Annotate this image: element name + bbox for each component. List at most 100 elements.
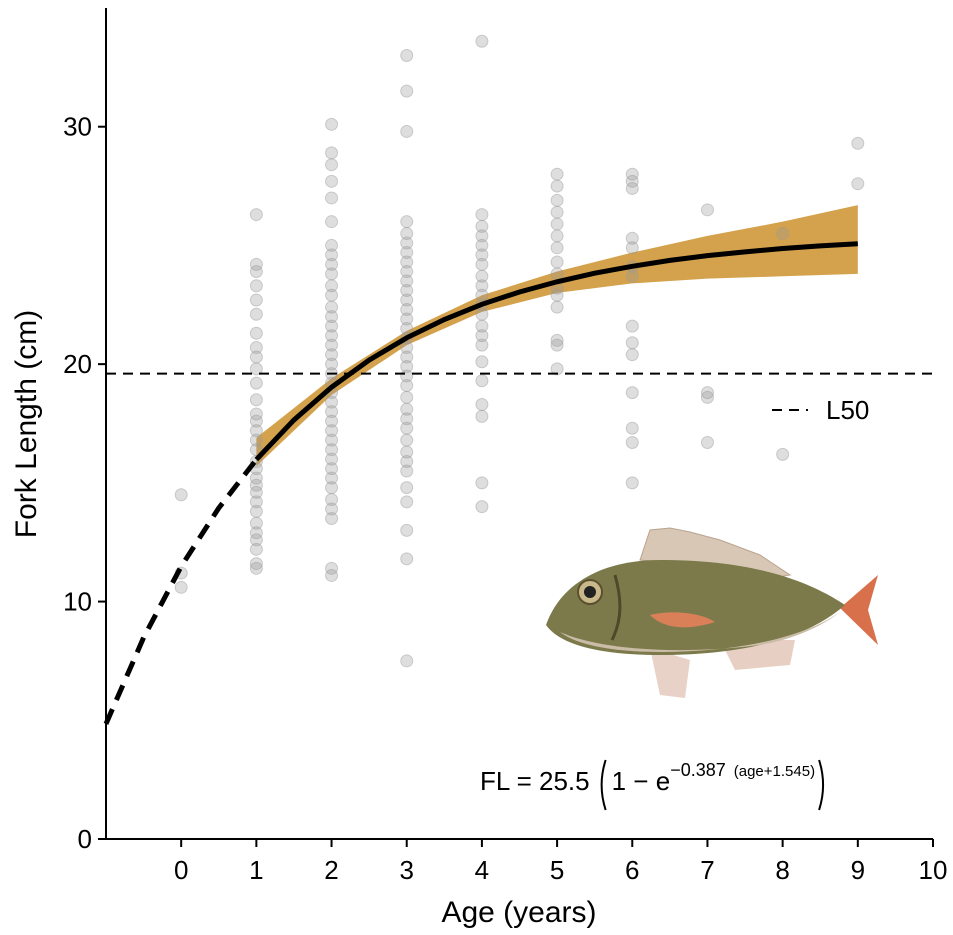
equation-lhs: FL = 25.5 <box>480 766 590 796</box>
data-point <box>401 85 413 97</box>
data-point <box>551 168 563 180</box>
x-tick-label: 7 <box>700 855 714 885</box>
data-point <box>551 256 563 268</box>
data-point <box>250 209 262 221</box>
data-point <box>476 501 488 513</box>
data-point <box>401 496 413 508</box>
data-point <box>626 387 638 399</box>
legend-label: L50 <box>826 395 869 425</box>
data-point <box>852 137 864 149</box>
plot-area: 0102030012345678910 <box>63 8 947 885</box>
data-point <box>401 465 413 477</box>
x-tick-label: 3 <box>399 855 413 885</box>
equation-base: 1 − e <box>612 766 671 796</box>
data-point <box>626 242 638 254</box>
data-point <box>401 216 413 228</box>
data-point <box>401 380 413 392</box>
data-point <box>401 49 413 61</box>
data-point <box>250 308 262 320</box>
fish-illustration <box>546 528 878 698</box>
y-tick-label: 20 <box>63 349 92 379</box>
data-point <box>250 505 262 517</box>
data-point <box>551 301 563 313</box>
data-point <box>326 569 338 581</box>
data-point <box>551 218 563 230</box>
data-point <box>852 178 864 190</box>
data-point <box>326 216 338 228</box>
data-point <box>476 209 488 221</box>
data-point <box>551 339 563 351</box>
x-tick-label: 5 <box>550 855 564 885</box>
data-point <box>250 543 262 555</box>
x-tick-label: 0 <box>174 855 188 885</box>
data-point <box>326 118 338 130</box>
data-point <box>626 349 638 361</box>
data-point <box>777 228 789 240</box>
data-point <box>326 175 338 187</box>
data-point <box>701 204 713 216</box>
data-point <box>626 477 638 489</box>
data-point <box>326 482 338 494</box>
data-point <box>701 436 713 448</box>
y-axis-label: Fork Length (cm) <box>10 310 43 538</box>
x-axis-label: Age (years) <box>441 896 596 929</box>
data-point <box>250 351 262 363</box>
x-tick-label: 8 <box>775 855 789 885</box>
data-point <box>326 268 338 280</box>
equation-paren <box>602 760 606 810</box>
x-tick-label: 9 <box>851 855 865 885</box>
y-tick-label: 0 <box>78 824 92 854</box>
equation: 1 − e−0.387 (age+1.545) <box>612 760 815 796</box>
data-point <box>476 477 488 489</box>
x-tick-label: 4 <box>475 855 489 885</box>
data-point <box>250 327 262 339</box>
data-point <box>476 308 488 320</box>
data-point <box>701 391 713 403</box>
data-point <box>326 159 338 171</box>
data-point <box>476 35 488 47</box>
data-point <box>401 391 413 403</box>
x-tick-label: 10 <box>919 855 948 885</box>
data-point <box>476 339 488 351</box>
data-point <box>551 268 563 280</box>
data-point <box>401 482 413 494</box>
equation-exponent: −0.387 <box>670 760 726 780</box>
data-point <box>551 206 563 218</box>
x-tick-label: 1 <box>249 855 263 885</box>
data-point <box>326 289 338 301</box>
data-point <box>626 270 638 282</box>
data-point <box>250 562 262 574</box>
data-point <box>175 489 187 501</box>
x-tick-label: 6 <box>625 855 639 885</box>
data-point <box>476 399 488 411</box>
x-tick-label: 2 <box>324 855 338 885</box>
data-point <box>626 182 638 194</box>
data-point <box>551 194 563 206</box>
data-point <box>326 147 338 159</box>
data-point <box>551 242 563 254</box>
data-point <box>476 356 488 368</box>
data-point <box>777 448 789 460</box>
data-point <box>401 434 413 446</box>
data-point <box>250 394 262 406</box>
data-point <box>551 230 563 242</box>
data-point <box>476 258 488 270</box>
data-point <box>626 337 638 349</box>
y-tick-label: 10 <box>63 587 92 617</box>
data-point <box>476 375 488 387</box>
data-point <box>326 192 338 204</box>
data-point <box>626 422 638 434</box>
data-point <box>250 294 262 306</box>
data-point <box>551 180 563 192</box>
chart: 0102030012345678910 Age (years) Fork Len… <box>0 0 953 935</box>
data-point <box>401 553 413 565</box>
data-point <box>476 410 488 422</box>
data-point <box>401 655 413 667</box>
data-point <box>626 436 638 448</box>
data-point <box>175 581 187 593</box>
data-point <box>626 320 638 332</box>
data-point <box>401 125 413 137</box>
equation-paren <box>819 760 823 810</box>
data-point <box>401 422 413 434</box>
equation-exponent-arg: (age+1.545) <box>734 763 815 780</box>
